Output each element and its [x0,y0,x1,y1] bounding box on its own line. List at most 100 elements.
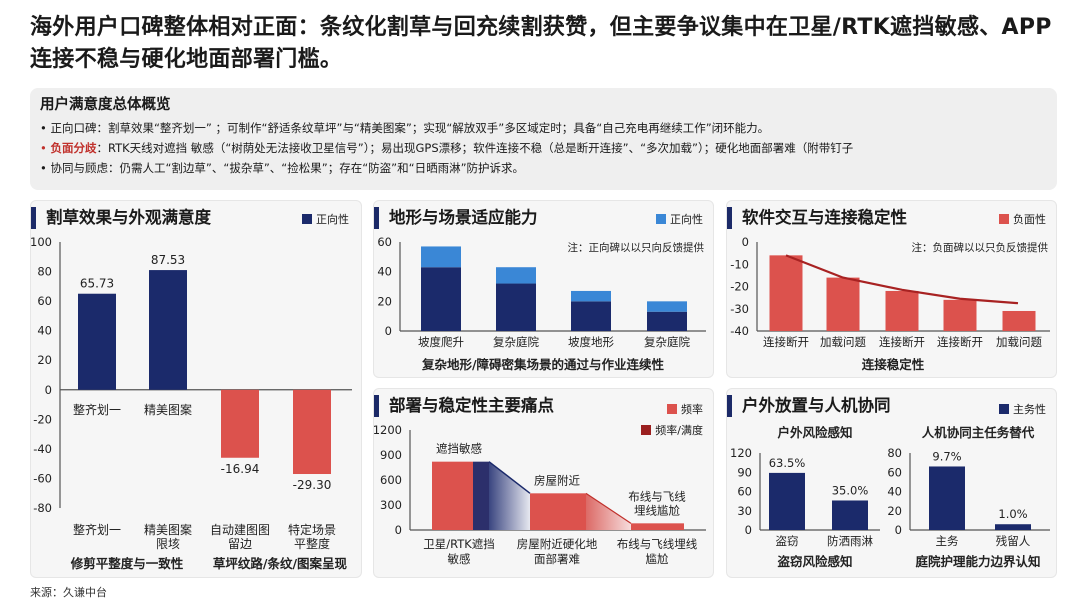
summary-heading: 用户满意度总体概览 [40,97,171,113]
x-tick-label: 连接断开 [879,335,925,349]
bar [769,255,803,331]
y-tick-label: -80 [33,501,52,515]
y-tick-label: 80 [887,446,902,460]
x-tick-label: 复杂庭院 [644,335,690,349]
x-tick-label: 精美图案限垓 [144,522,192,551]
step-block-dark [473,461,489,530]
bar-segment [647,311,687,331]
legend-swatch [641,425,652,435]
legend-label: 主务性 [1013,403,1046,416]
bar [1002,310,1036,331]
panel-title: 户外放置与人机协同 [727,395,891,417]
step-block [432,461,473,530]
y-tick-label: 0 [385,324,392,338]
x-tick-label: 坡度地形 [568,335,614,349]
x-tick-label: 加载问题 [996,335,1042,349]
legend: 主务性 [999,401,1046,417]
y-tick-label: -20 [730,280,749,294]
summary-item-negative: • 负面分歧：RTK天线对遮挡 敏感（“树荫处无法接收卫星信号”）；易出现GPS… [40,141,854,155]
y-tick-label: 20 [377,294,392,308]
data-label: 房屋附近 [534,473,580,487]
legend-swatch [999,404,1009,414]
trend-line [785,254,1019,305]
y-tick-label: 100 [30,235,52,249]
y-tick-label: -40 [33,442,52,456]
x-tick-label: 自动建图图留边 [210,523,270,551]
y-tick-label: 20 [887,504,902,518]
summary-box: 用户满意度总体概览 • 正向口碑：割草效果“整齐划一” ；可制作“舒适条纹草坪”… [30,88,1057,190]
x-tick-label: 卫星/RTK遮挡敏感 [423,537,495,566]
y-tick-label: 0 [742,235,749,249]
x-axis-label: 庭院护理能力边界认知 [915,554,1040,569]
bar [995,524,1031,530]
legend-label: 负面性 [1013,213,1046,226]
bar-segment [647,301,687,312]
bar [943,299,977,331]
summary-label: 协同与顾虑： [50,161,120,175]
y-tick-label: -40 [730,324,749,338]
y-tick-label: -30 [730,302,749,316]
data-label: 35.0% [832,483,869,497]
y-tick-label: 1200 [373,423,402,437]
bar [832,500,868,530]
y-tick-label: 40 [377,265,392,279]
bar-segment [496,283,536,331]
legend-swatch [999,214,1009,224]
legend-label: 频率/满度 [655,424,703,437]
bar [929,466,965,530]
y-tick-label: -10 [730,257,749,271]
data-label: 87.53 [151,253,185,267]
group-label: 修剪平整度与一致性 [70,556,184,571]
y-tick-label: 40 [37,324,52,338]
bar-segment [421,267,461,331]
bar [78,293,116,390]
data-label: -29.30 [293,478,332,492]
x-tick-label: 复杂庭院 [493,335,539,349]
x-tick-label: 连接断开 [763,335,809,349]
legend: 频率 [667,401,703,417]
bar [149,270,187,390]
legend-label: 正向性 [670,213,703,226]
summary-text: 仍需人工“割边草”、“拔杂草”、“捡松果”；存在“防盗”和“日晒雨淋”防护诉求。 [119,161,525,175]
legend: 正向性 [656,211,703,227]
source-note: 来源：久谦中台 [30,586,107,599]
subchart-title: 人机协同主任务替代 [922,425,1035,440]
data-label: -16.94 [221,462,260,476]
data-label: 1.0% [998,507,1027,521]
summary-item-positive: • 正向口碑：割草效果“整齐划一” ；可制作“舒适条纹草坪”与“精美图案”；实现… [40,121,770,135]
bar [221,389,259,458]
data-label: 遮挡敏感 [436,442,482,456]
step-slope-edge [585,492,632,524]
step-slope-edge [488,461,531,494]
y-tick-label: 60 [737,485,752,499]
panel-title: 割草效果与外观满意度 [31,207,211,229]
x-tick-label: 整齐划一 [73,522,121,537]
bar [293,389,331,475]
y-tick-label: -20 [33,412,52,426]
x-tick-label: 加载问题 [820,335,866,349]
legend-swatch [302,214,312,224]
legend: 频率/满度 [641,422,703,438]
legend: 负面性 [999,211,1046,227]
bar-segment [421,246,461,268]
y-tick-label: 20 [37,353,52,367]
y-tick-label: 40 [887,485,902,499]
x-tick-label: 坡度爬升 [418,335,464,349]
summary-text: 割草效果“整齐划一” ；可制作“舒适条纹草坪”与“精美图案”；实现“解放双手”多… [107,121,770,135]
panel-title: 地形与场景适应能力 [374,207,538,229]
legend-label: 正向性 [316,213,349,226]
page-title: 海外用户口碑整体相对正面：条纹化割草与回充续割获赞，但主要争议集中在卫星/RTK… [30,15,1052,72]
summary-label: 正向口碑： [50,121,108,135]
y-tick-label: 0 [395,523,402,537]
x-tick-label: 盗窃 [776,534,799,548]
panel-title: 软件交互与连接稳定性 [727,207,907,229]
legend-swatch [656,214,666,224]
y-tick-label: 60 [377,235,392,249]
panel-title: 部署与稳定性主要痛点 [374,395,554,417]
x-axis-label: 盗窃风险感知 [777,554,852,569]
legend-label: 频率 [681,403,703,416]
y-tick-label: 900 [380,448,402,462]
y-tick-label: 0 [895,523,902,537]
step-slope [586,493,631,530]
y-tick-label: 0 [745,523,752,537]
